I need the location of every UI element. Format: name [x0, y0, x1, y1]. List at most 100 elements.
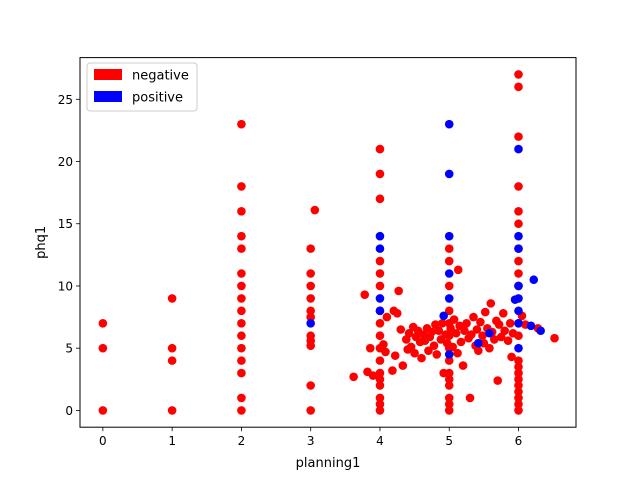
negative-point-20 [237, 206, 246, 216]
negative-point-31 [306, 281, 315, 291]
negative-point-15 [237, 294, 246, 303]
negative-point-151 [514, 356, 523, 365]
negative-point-137 [498, 309, 508, 318]
negative-point-40 [375, 406, 385, 415]
negative-point-160 [514, 182, 523, 191]
negative-point-21 [237, 182, 246, 191]
positive-point-0 [306, 318, 315, 328]
negative-point-51 [375, 281, 385, 291]
negative-point-80 [424, 346, 433, 355]
negative-point-18 [237, 244, 246, 253]
negative-point-27 [306, 331, 315, 341]
positive-point-7 [444, 294, 454, 303]
negative-point-110 [453, 348, 462, 358]
y-tick-label-2: 10 [58, 279, 73, 293]
positive-point-16 [514, 306, 523, 316]
negative-point-88 [438, 318, 447, 328]
negative-point-124 [476, 317, 485, 327]
y-tick-label-3: 15 [58, 217, 73, 231]
negative-point-115 [460, 326, 469, 336]
legend: negative positive [86, 62, 198, 112]
negative-point-44 [375, 374, 385, 384]
negative-point-55 [375, 169, 385, 179]
plot-frame [79, 57, 577, 428]
positive-point-8 [444, 269, 454, 278]
negative-point-30 [306, 294, 315, 303]
negative-point-7 [237, 406, 246, 415]
positive-point-25 [536, 326, 545, 336]
positive-point-2 [375, 294, 385, 303]
positive-point-20 [514, 231, 523, 241]
positive-point-4 [375, 231, 385, 241]
negative-point-104 [444, 256, 454, 266]
negative-point-162 [514, 82, 523, 92]
positive-point-14 [514, 343, 523, 353]
negative-point-24 [306, 381, 315, 390]
negative-point-58 [381, 347, 390, 357]
negative-point-149 [514, 368, 523, 378]
negative-point-118 [465, 393, 475, 403]
negative-point-125 [478, 331, 487, 341]
negative-point-5 [167, 343, 177, 353]
negative-point-12 [237, 331, 246, 341]
negative-point-158 [514, 219, 523, 229]
positive-point-12 [474, 338, 483, 348]
negative-point-16 [237, 281, 246, 291]
negative-point-106 [446, 323, 455, 333]
negative-point-94 [444, 393, 454, 403]
negative-point-34 [310, 205, 320, 215]
x-tick-label-1: 1 [168, 434, 176, 448]
negative-point-49 [375, 318, 385, 328]
y-tick-label-5: 25 [58, 93, 73, 107]
legend-label-positive: positive [132, 91, 183, 106]
negative-point-146 [514, 387, 523, 397]
x-tick-label-5: 5 [445, 434, 453, 448]
negative-point-148 [514, 374, 523, 384]
negative-point-140 [505, 318, 515, 328]
negative-point-11 [237, 343, 246, 353]
negative-point-132 [489, 335, 499, 344]
negative-point-56 [375, 144, 385, 154]
negative-point-10 [237, 356, 246, 365]
negative-point-14 [237, 306, 246, 316]
negative-point-57 [379, 340, 388, 349]
negative-point-139 [503, 336, 513, 346]
negative-point-143 [514, 406, 523, 415]
y-tick-label-1: 5 [65, 342, 73, 356]
negative-point-45 [375, 368, 385, 378]
negative-point-109 [451, 328, 461, 338]
negative-point-2 [98, 318, 108, 328]
negative-point-53 [375, 256, 385, 266]
negative-point-86 [434, 326, 444, 336]
negative-point-107 [448, 342, 457, 352]
negative-point-98 [444, 356, 454, 365]
negative-point-13 [237, 318, 246, 328]
negative-point-150 [514, 362, 523, 372]
negative-point-72 [410, 348, 419, 358]
negative-point-29 [306, 306, 315, 316]
x-tick-label-6: 6 [515, 434, 523, 448]
negative-point-63 [392, 309, 402, 318]
negative-point-19 [237, 231, 246, 241]
negative-point-119 [467, 330, 476, 339]
negative-point-145 [514, 393, 523, 403]
points-layer [98, 70, 559, 415]
negative-point-122 [472, 325, 482, 334]
negative-point-8 [237, 393, 246, 403]
negative-point-113 [456, 337, 466, 347]
negative-point-167 [550, 333, 559, 343]
negative-point-60 [388, 366, 397, 375]
negative-point-93 [444, 399, 454, 409]
negative-point-114 [458, 361, 468, 370]
negative-point-123 [474, 346, 483, 355]
negative-point-159 [514, 206, 523, 216]
negative-point-33 [306, 244, 315, 253]
positive-point-1 [375, 306, 385, 316]
negative-point-116 [462, 318, 471, 328]
x-tick-label-3: 3 [307, 434, 315, 448]
negative-point-64 [394, 286, 403, 296]
negative-point-92 [444, 406, 454, 415]
positive-point-11 [444, 119, 454, 129]
negative-point-130 [486, 299, 496, 308]
